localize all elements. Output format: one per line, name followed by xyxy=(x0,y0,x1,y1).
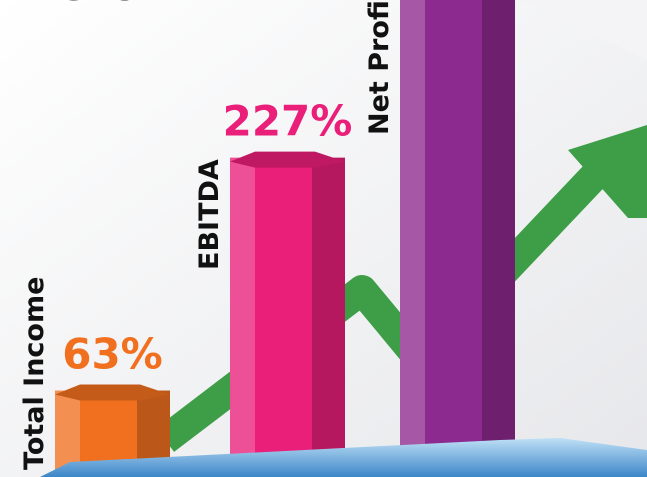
category-label: Total Income xyxy=(19,277,50,470)
bar-face-left xyxy=(230,158,255,477)
value-label: 63% xyxy=(62,330,163,379)
bar xyxy=(230,152,345,477)
bar-face-right xyxy=(312,158,345,477)
category-label: Net Profit xyxy=(364,0,395,135)
bar-face-left xyxy=(400,0,425,477)
category-label: EBITDA xyxy=(194,159,225,270)
bar-face-right xyxy=(482,0,515,477)
value-label: 227% xyxy=(223,97,353,146)
bar xyxy=(400,0,515,477)
chart-title: Growth xyxy=(55,0,228,10)
chart: Growth Total Income 63% EBITDA 227% Net Prof… xyxy=(0,0,647,477)
